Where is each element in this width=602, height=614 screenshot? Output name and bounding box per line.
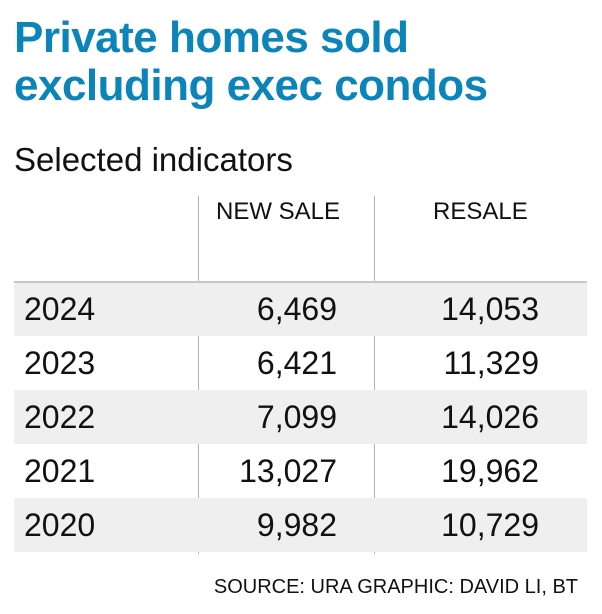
- table-row: 2022 7,099 14,026: [14, 390, 587, 444]
- header-resale: RESALE: [433, 198, 528, 225]
- year-cell: 2021: [24, 453, 96, 489]
- new-sale-cell: 6,421: [256, 345, 337, 381]
- new-sale-cell: 13,027: [239, 453, 337, 489]
- title-line-1: Private homes sold: [14, 13, 409, 62]
- year-cell: 2020: [24, 507, 96, 543]
- resale-cell: 14,053: [441, 291, 539, 327]
- column-divider: [374, 196, 375, 554]
- new-sale-cell: 9,982: [256, 507, 337, 543]
- header-rule: [14, 281, 587, 283]
- resale-cell: 10,729: [441, 507, 539, 543]
- table-row: 2024 6,469 14,053: [14, 282, 587, 336]
- new-sale-cell: 7,099: [256, 399, 337, 435]
- resale-cell: 14,026: [441, 399, 539, 435]
- subtitle: Selected indicators: [14, 141, 293, 178]
- resale-cell: 19,962: [441, 453, 539, 489]
- table-row: 2021 13,027 19,962: [14, 444, 587, 498]
- header-new-sale: NEW SALE: [216, 198, 341, 225]
- source-credit: SOURCE: URA GRAPHIC: DAVID LI, BT: [213, 576, 578, 598]
- new-sale-cell: 6,469: [256, 291, 337, 327]
- year-cell: 2023: [24, 345, 96, 381]
- resale-cell: 11,329: [443, 345, 540, 381]
- column-divider: [198, 196, 199, 554]
- year-cell: 2024: [24, 291, 96, 327]
- table-row: 2020 9,982 10,729: [14, 498, 587, 552]
- title-line-2: excluding exec condos: [14, 61, 488, 110]
- title: Private homes sold excluding exec condos: [14, 14, 488, 110]
- year-cell: 2022: [24, 399, 96, 435]
- table-row: 2023 6,421 11,329: [14, 336, 587, 390]
